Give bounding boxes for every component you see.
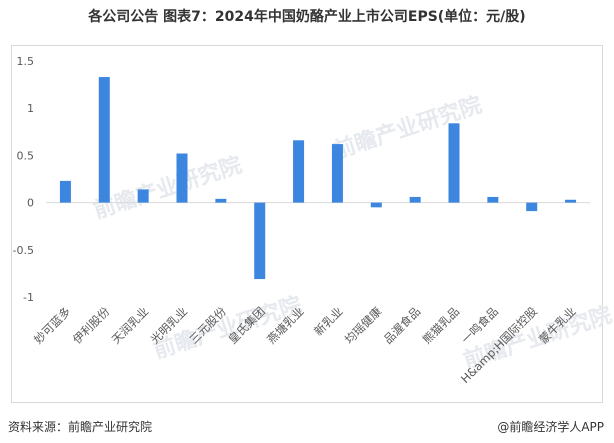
bar [176,153,188,203]
y-tick-label: 1 [27,102,34,115]
source-note: 资料来源：前瞻产业研究院 [8,420,153,434]
bar [370,202,382,208]
bar [293,140,305,203]
x-tick-label: 妙可蓝多 [31,304,73,346]
bar [448,123,460,203]
bar [565,199,577,203]
y-tick-label: 0.5 [17,149,35,162]
bar [137,189,149,203]
x-tick-label: 燕塘乳业 [264,304,306,346]
bar [526,202,538,212]
x-tick-label: 品渥食品 [381,304,423,346]
bar [331,144,343,203]
bar [254,202,266,280]
x-tick-label: 均瑶健康 [342,304,385,347]
x-tick-label: 三元股份 [187,304,230,347]
brand-note: @前瞻经济学人APP [497,420,604,434]
y-tick-label: 0 [27,197,34,210]
bar [215,198,227,203]
y-tick-label: 1.5 [17,55,35,68]
y-tick-label: -1 [23,291,34,304]
bar [59,180,71,203]
x-tick-label: 皇氏集团 [225,304,267,346]
bar [487,196,499,203]
bar [98,77,110,203]
x-tick-label: 新乳业 [311,304,345,338]
plot-frame [11,45,603,403]
bar [409,196,421,203]
x-tick-label: 光明乳业 [148,304,190,346]
y-tick-label: -0.5 [13,244,34,257]
x-tick-label: 天润乳业 [109,304,151,346]
x-tick-label: H&amp;H国际控股 [458,304,540,386]
x-tick-label: 熊猫乳品 [420,304,462,346]
chart-title: 各公司公告 图表7：2024年中国奶酪产业上市公司EPS(单位：元/股) [88,9,526,25]
x-tick-label: 伊利股份 [70,304,113,347]
x-tick-label: 蒙牛乳业 [536,304,578,346]
